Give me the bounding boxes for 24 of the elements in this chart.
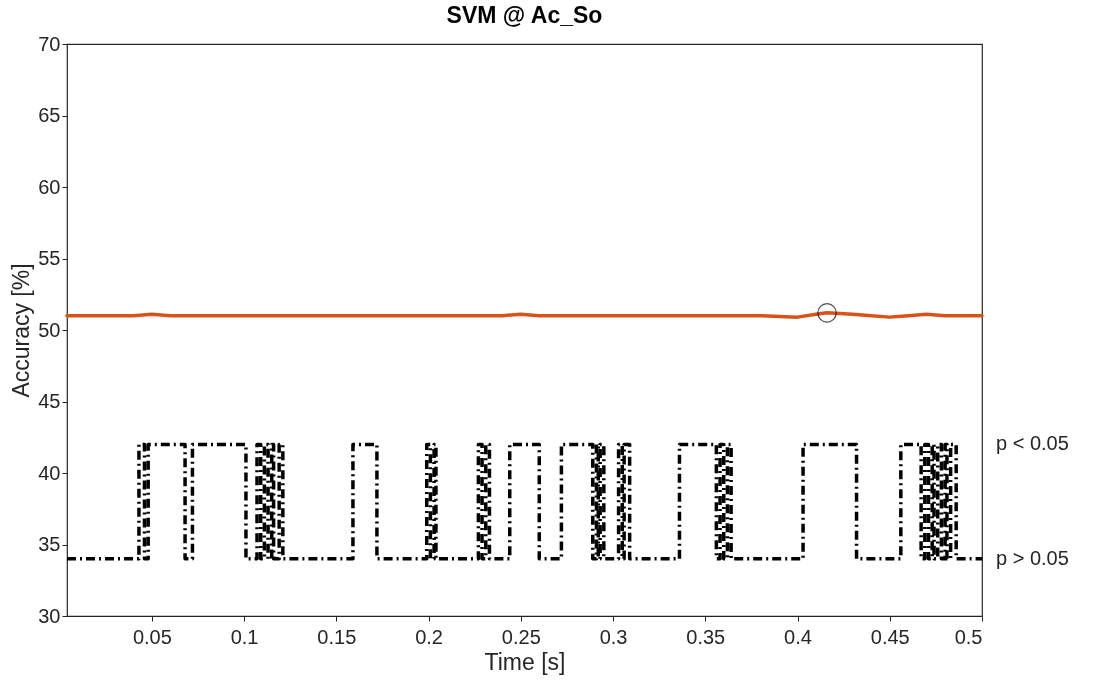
x-tick-label: 0.2	[415, 625, 443, 648]
y-tick-label: 30	[38, 604, 61, 627]
x-tick-label: 0.3	[599, 625, 628, 648]
x-tick-label: 0.4	[784, 625, 812, 648]
y-tick-label: 70	[38, 32, 61, 55]
y-tick-label: 60	[38, 175, 61, 198]
y-tick-label: 40	[38, 461, 61, 484]
x-tick-label: 0.35	[686, 625, 726, 648]
x-tick-label: 0.05	[132, 625, 172, 648]
x-tick-label: 0.1	[230, 625, 259, 648]
x-tick-label: 0.45	[870, 625, 910, 648]
chart-title: SVM @ Ac_So	[446, 2, 603, 28]
text: p > 0.05	[996, 546, 1069, 569]
x-tick-label: 0.25	[501, 625, 541, 648]
y-tick-label: 55	[38, 247, 61, 269]
y-tick-label: 50	[38, 318, 61, 341]
y-tick-label: 35	[38, 533, 61, 555]
text: p < 0.05	[996, 432, 1069, 455]
x-tick-label: 0.15	[317, 625, 357, 648]
x-axis-title: Time [s]	[484, 648, 566, 675]
y-tick-label: 65	[38, 104, 61, 126]
y-tick-label: 45	[38, 390, 61, 412]
x-tick-label: 0.5	[954, 625, 983, 648]
y-axis-title: Accuracy [%]	[8, 263, 35, 398]
